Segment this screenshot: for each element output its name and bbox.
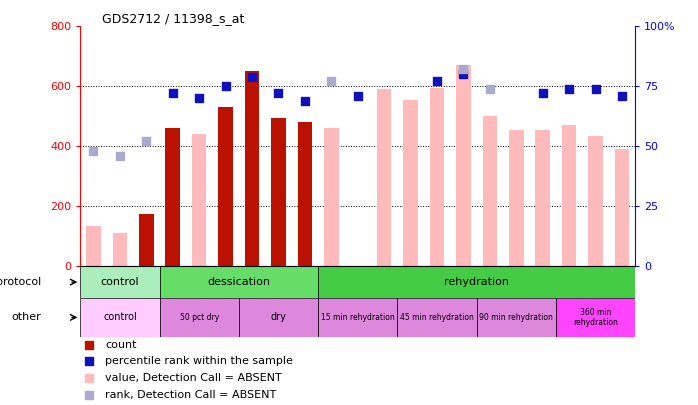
Text: percentile rank within the sample: percentile rank within the sample — [105, 356, 293, 367]
Point — [458, 71, 469, 77]
Text: dessication: dessication — [207, 277, 270, 287]
Bar — [588, 136, 603, 266]
Bar — [430, 88, 444, 266]
Point — [458, 66, 469, 73]
Point — [193, 95, 205, 102]
Bar — [509, 130, 524, 266]
Text: other: other — [12, 312, 41, 322]
Bar — [562, 125, 577, 266]
Point — [299, 97, 311, 104]
Text: count: count — [105, 340, 137, 350]
Point — [431, 78, 443, 85]
Point — [88, 148, 99, 154]
Text: 15 min rehydration: 15 min rehydration — [321, 313, 394, 322]
Bar — [477, 298, 556, 337]
Bar — [324, 128, 339, 266]
Point — [220, 83, 231, 90]
Bar — [456, 65, 470, 266]
Text: rank, Detection Call = ABSENT: rank, Detection Call = ABSENT — [105, 390, 276, 400]
Bar — [139, 213, 154, 266]
Text: GDS2712 / 11398_s_at: GDS2712 / 11398_s_at — [103, 12, 245, 25]
Bar — [192, 134, 207, 266]
Bar — [297, 122, 312, 266]
Bar — [403, 100, 418, 266]
Point — [428, 140, 439, 147]
Point — [273, 90, 284, 97]
Bar — [218, 107, 233, 266]
Text: 50 pct dry: 50 pct dry — [179, 313, 218, 322]
Bar — [165, 128, 180, 266]
Point — [484, 85, 496, 92]
Bar — [160, 266, 318, 298]
Bar — [272, 118, 285, 266]
Point — [352, 93, 364, 99]
Bar — [112, 233, 127, 266]
Text: 90 min rehydration: 90 min rehydration — [480, 313, 554, 322]
Point — [141, 138, 152, 145]
Text: protocol: protocol — [0, 277, 41, 287]
Bar — [318, 298, 397, 337]
Bar — [160, 298, 239, 337]
Point — [246, 73, 258, 80]
Bar — [615, 149, 629, 266]
Bar — [535, 130, 550, 266]
Point — [114, 153, 126, 159]
Text: 45 min rehydration: 45 min rehydration — [400, 313, 474, 322]
Bar — [239, 298, 318, 337]
Point — [168, 90, 179, 97]
Bar — [80, 298, 160, 337]
Point — [616, 93, 628, 99]
Bar — [482, 116, 497, 266]
Bar — [80, 266, 160, 298]
Text: control: control — [101, 277, 139, 287]
Bar — [87, 226, 101, 266]
Bar — [318, 266, 635, 298]
Bar — [397, 298, 477, 337]
Text: control: control — [103, 312, 137, 322]
Bar — [377, 89, 392, 266]
Point — [590, 85, 601, 92]
Bar — [556, 298, 635, 337]
Bar — [245, 71, 259, 266]
Point — [563, 85, 574, 92]
Text: dry: dry — [271, 312, 286, 322]
Text: rehydration: rehydration — [444, 277, 509, 287]
Text: value, Detection Call = ABSENT: value, Detection Call = ABSENT — [105, 373, 282, 383]
Point — [326, 78, 337, 85]
Point — [537, 90, 549, 97]
Text: 360 min
rehydration: 360 min rehydration — [573, 308, 618, 327]
Point — [428, 291, 439, 298]
